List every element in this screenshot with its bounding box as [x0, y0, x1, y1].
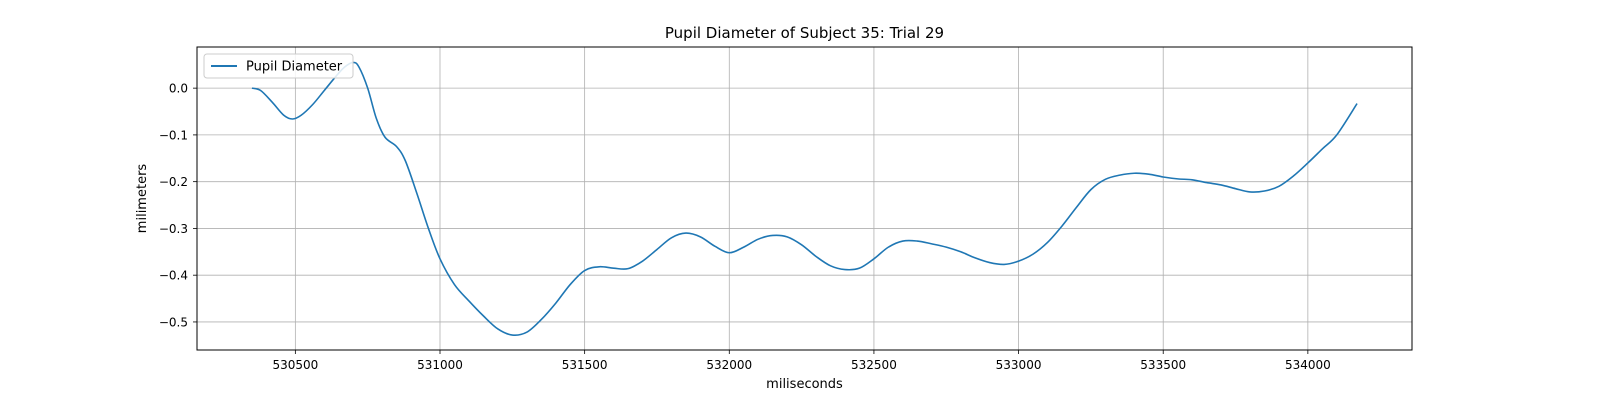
- x-tick-label: 531500: [562, 358, 608, 372]
- series-line-pupil-diameter: [251, 61, 1358, 336]
- y-tick-label: 0.0: [169, 82, 188, 96]
- grid-lines: [197, 47, 1412, 350]
- y-tick-label: −0.3: [159, 222, 188, 236]
- legend-label-pupil-diameter: Pupil Diameter: [246, 60, 343, 75]
- axis-ticks: 530500 531000 531500 532000 532500 533000 5335…: [159, 82, 1331, 372]
- y-tick-label: −0.1: [159, 128, 188, 142]
- legend: Pupil Diameter: [203, 53, 354, 79]
- y-tick-label: −0.4: [159, 269, 188, 283]
- x-tick-label: 532500: [851, 358, 897, 372]
- y-axis-label: milimeters: [135, 164, 150, 234]
- x-tick-label: 530500: [272, 358, 318, 372]
- x-tick-label: 531000: [417, 358, 463, 372]
- x-tick-label: 533000: [996, 358, 1042, 372]
- x-axis-label: miliseconds: [766, 377, 843, 392]
- y-tick-label: −0.2: [159, 175, 188, 189]
- x-tick-label: 532000: [706, 358, 752, 372]
- plot-area-frame: [196, 46, 1413, 351]
- x-tick-label: 534000: [1285, 358, 1331, 372]
- series-layer: [251, 61, 1358, 336]
- legend-box: [203, 53, 354, 79]
- y-tick-label: −0.5: [159, 315, 188, 329]
- chart-title: Pupil Diameter of Subject 35: Trial 29: [665, 24, 944, 42]
- x-tick-label: 533500: [1140, 358, 1186, 372]
